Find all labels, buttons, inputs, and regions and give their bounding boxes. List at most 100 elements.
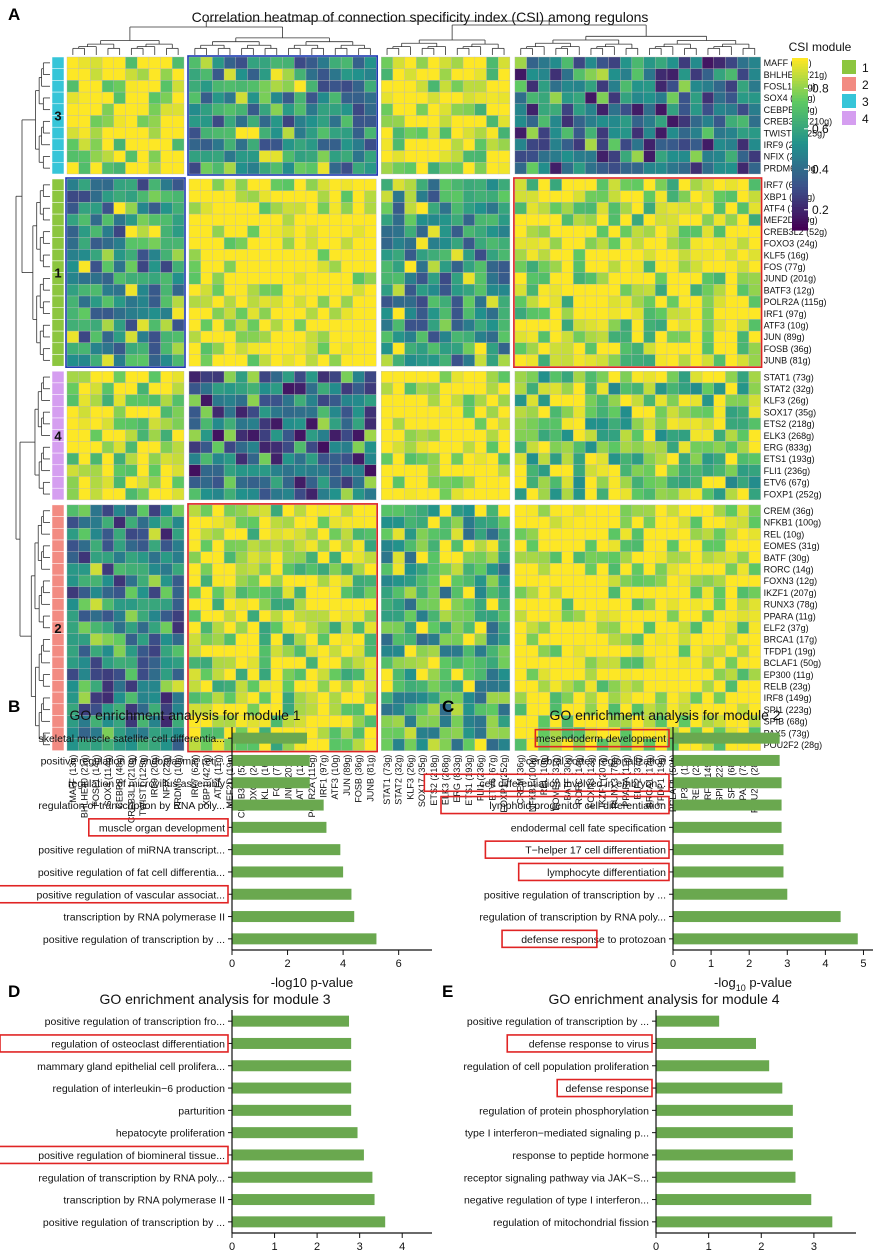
heatmap-cell xyxy=(235,417,248,430)
heatmap-cell xyxy=(317,738,330,751)
row-label: BCLAF1 (50g) xyxy=(764,658,822,668)
colorbar-segment xyxy=(792,158,808,162)
heatmap-cell xyxy=(584,260,597,273)
colorbar-segment xyxy=(792,144,808,148)
module-cell xyxy=(51,382,65,395)
heatmap-cell xyxy=(643,68,656,81)
heatmap-cell xyxy=(294,371,307,384)
heatmap-cell xyxy=(172,178,185,191)
heatmap-cell xyxy=(247,476,260,489)
heatmap-cell xyxy=(364,621,377,634)
heatmap-cell xyxy=(678,190,691,203)
heatmap-cell xyxy=(451,213,464,226)
heatmap-cell xyxy=(655,80,668,93)
heatmap-cell xyxy=(514,150,527,163)
heatmap-cell xyxy=(596,429,609,442)
heatmap-cell xyxy=(498,354,511,367)
module-cell xyxy=(51,504,65,517)
heatmap-cell xyxy=(584,202,597,215)
heatmap-cell xyxy=(223,610,236,623)
heatmap-cell xyxy=(514,190,527,203)
panel-e-go-module-4: E GO enrichment analysis for module 4pos… xyxy=(442,982,856,1250)
heatmap-cell xyxy=(451,727,464,740)
heatmap-cell xyxy=(498,406,511,419)
heatmap-cell xyxy=(526,284,539,297)
heatmap-cell xyxy=(643,452,656,465)
heatmap-cell xyxy=(737,237,750,250)
heatmap-cell xyxy=(549,178,562,191)
heatmap-cell xyxy=(160,225,173,238)
heatmap-cell xyxy=(462,680,475,693)
heatmap-cell xyxy=(666,504,679,517)
heatmap-cell xyxy=(439,127,452,140)
heatmap-cell xyxy=(188,150,201,163)
heatmap-cell xyxy=(690,633,703,646)
heatmap-cell xyxy=(737,307,750,320)
heatmap-cell xyxy=(125,645,138,658)
heatmap-cell xyxy=(160,452,173,465)
heatmap-cell xyxy=(486,272,499,285)
heatmap-cell xyxy=(526,127,539,140)
heatmap-cell xyxy=(486,528,499,541)
heatmap-cell xyxy=(294,645,307,658)
heatmap-cell xyxy=(596,528,609,541)
heatmap-cell xyxy=(608,382,621,395)
heatmap-cell xyxy=(486,574,499,587)
bar xyxy=(673,754,780,766)
heatmap-cell xyxy=(596,382,609,395)
heatmap-cell xyxy=(620,342,633,355)
heatmap-cell xyxy=(329,633,342,646)
heatmap-cell xyxy=(573,680,586,693)
heatmap-cell xyxy=(329,249,342,262)
heatmap-cell xyxy=(137,91,150,104)
heatmap-cell xyxy=(584,225,597,238)
heatmap-cell xyxy=(596,103,609,116)
heatmap-cell xyxy=(655,342,668,355)
heatmap-cell xyxy=(270,249,283,262)
heatmap-cell xyxy=(352,284,365,297)
heatmap-cell xyxy=(713,680,726,693)
heatmap-cell xyxy=(352,417,365,430)
heatmap-cell xyxy=(451,574,464,587)
bar-category-label: regulation of transcription by RNA poly.… xyxy=(38,1172,225,1184)
heatmap-cell xyxy=(526,394,539,407)
module-cell xyxy=(51,476,65,489)
heatmap-cell xyxy=(748,371,761,384)
heatmap-cell xyxy=(655,452,668,465)
heatmap-cell xyxy=(713,80,726,93)
heatmap-cell xyxy=(655,225,668,238)
bar xyxy=(656,1082,783,1094)
heatmap-cell xyxy=(666,307,679,320)
heatmap-cell xyxy=(101,504,114,517)
heatmap-cell xyxy=(188,138,201,151)
heatmap-cell xyxy=(666,610,679,623)
heatmap-cell xyxy=(498,56,511,69)
heatmap-cell xyxy=(125,656,138,669)
heatmap-cell xyxy=(748,284,761,297)
heatmap-cell xyxy=(125,406,138,419)
heatmap-cell xyxy=(364,406,377,419)
heatmap-cell xyxy=(148,150,161,163)
heatmap-cell xyxy=(305,225,318,238)
heatmap-cell xyxy=(725,80,738,93)
heatmap-cell xyxy=(392,406,405,419)
heatmap-cell xyxy=(486,610,499,623)
heatmap-cell xyxy=(340,354,353,367)
module-cell xyxy=(51,645,65,658)
heatmap-cell xyxy=(235,504,248,517)
heatmap-cell xyxy=(526,598,539,611)
heatmap-cell xyxy=(317,691,330,704)
heatmap-cell xyxy=(498,417,511,430)
heatmap-cell xyxy=(526,633,539,646)
heatmap-cell xyxy=(294,488,307,501)
heatmap-cell xyxy=(462,342,475,355)
heatmap-cell xyxy=(690,213,703,226)
heatmap-cell xyxy=(188,406,201,419)
heatmap-cell xyxy=(200,162,213,175)
heatmap-cell xyxy=(113,249,126,262)
heatmap-cell xyxy=(596,330,609,343)
heatmap-cell xyxy=(427,645,440,658)
module-cell xyxy=(51,394,65,407)
heatmap-cell xyxy=(352,598,365,611)
heatmap-cell xyxy=(90,610,103,623)
